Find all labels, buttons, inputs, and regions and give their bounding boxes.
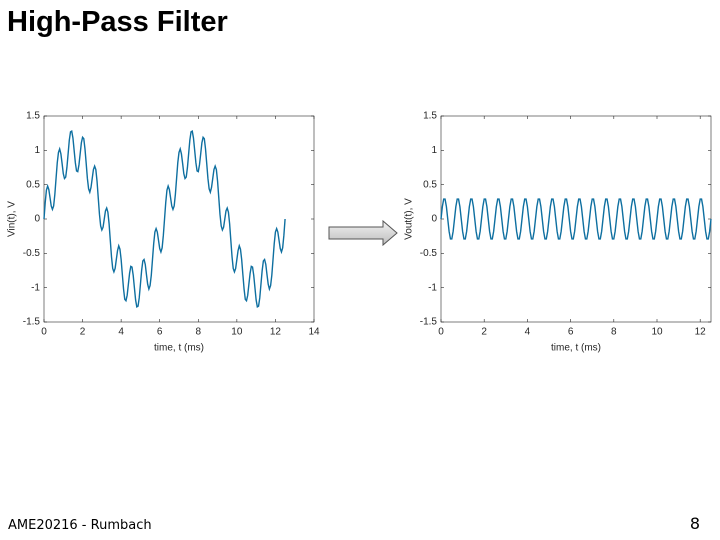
x-tick-label: 8 — [196, 327, 202, 338]
y-tick-label: 0 — [34, 214, 40, 225]
x-tick-label: 10 — [651, 327, 663, 338]
y-axis-label: Vout(t), V — [404, 198, 415, 240]
y-tick-label: -1.5 — [420, 317, 438, 328]
y-tick-label: 1 — [431, 145, 437, 156]
x-tick-label: 4 — [118, 327, 124, 338]
x-axis-label: time, t (ms) — [154, 343, 204, 354]
y-tick-label: 1 — [34, 145, 40, 156]
x-tick-label: 12 — [270, 327, 282, 338]
x-tick-label: 14 — [308, 327, 320, 338]
signal-line — [440, 198, 712, 240]
y-axis-label: Vin(t), V — [7, 201, 18, 237]
x-tick-label: 2 — [481, 327, 487, 338]
x-tick-label: 0 — [41, 327, 47, 338]
chart: 0 2 4 6 8 10 12 14 -1.5 -1 -0.5 0 0.5 1 1.5 time, t (ms… — [7, 111, 320, 354]
x-tick-label: 12 — [695, 327, 707, 338]
x-tick-label: 4 — [525, 327, 531, 338]
arrow — [328, 219, 398, 247]
page-number: 8 — [689, 514, 700, 533]
chart: 0 2 4 6 8 10 12 -1.5 -1 -0.5 0 0.5 1 1.5 time, t (ms) V… — [404, 111, 712, 354]
x-tick-label: 6 — [157, 327, 163, 338]
x-axis-label: time, t (ms) — [551, 343, 601, 354]
y-tick-label: -0.5 — [23, 248, 41, 259]
x-tick-label: 8 — [611, 327, 617, 338]
y-tick-label: 0 — [431, 214, 437, 225]
y-tick-label: -1 — [31, 282, 40, 293]
footer: AME20216 - Rumbach — [8, 518, 152, 533]
x-tick-label: 10 — [231, 327, 243, 338]
x-tick-label: 0 — [438, 327, 444, 338]
y-tick-label: -1.5 — [23, 317, 41, 328]
slide-title: High-Pass Filter — [7, 6, 228, 38]
y-tick-label: 1.5 — [26, 111, 40, 122]
y-tick-label: -0.5 — [420, 248, 438, 259]
y-tick-label: 0.5 — [423, 179, 437, 190]
y-tick-label: 1.5 — [423, 111, 437, 122]
y-tick-label: 0.5 — [26, 179, 40, 190]
y-tick-label: -1 — [428, 282, 437, 293]
x-tick-label: 6 — [568, 327, 574, 338]
x-tick-label: 2 — [80, 327, 86, 338]
signal-line — [43, 130, 286, 308]
